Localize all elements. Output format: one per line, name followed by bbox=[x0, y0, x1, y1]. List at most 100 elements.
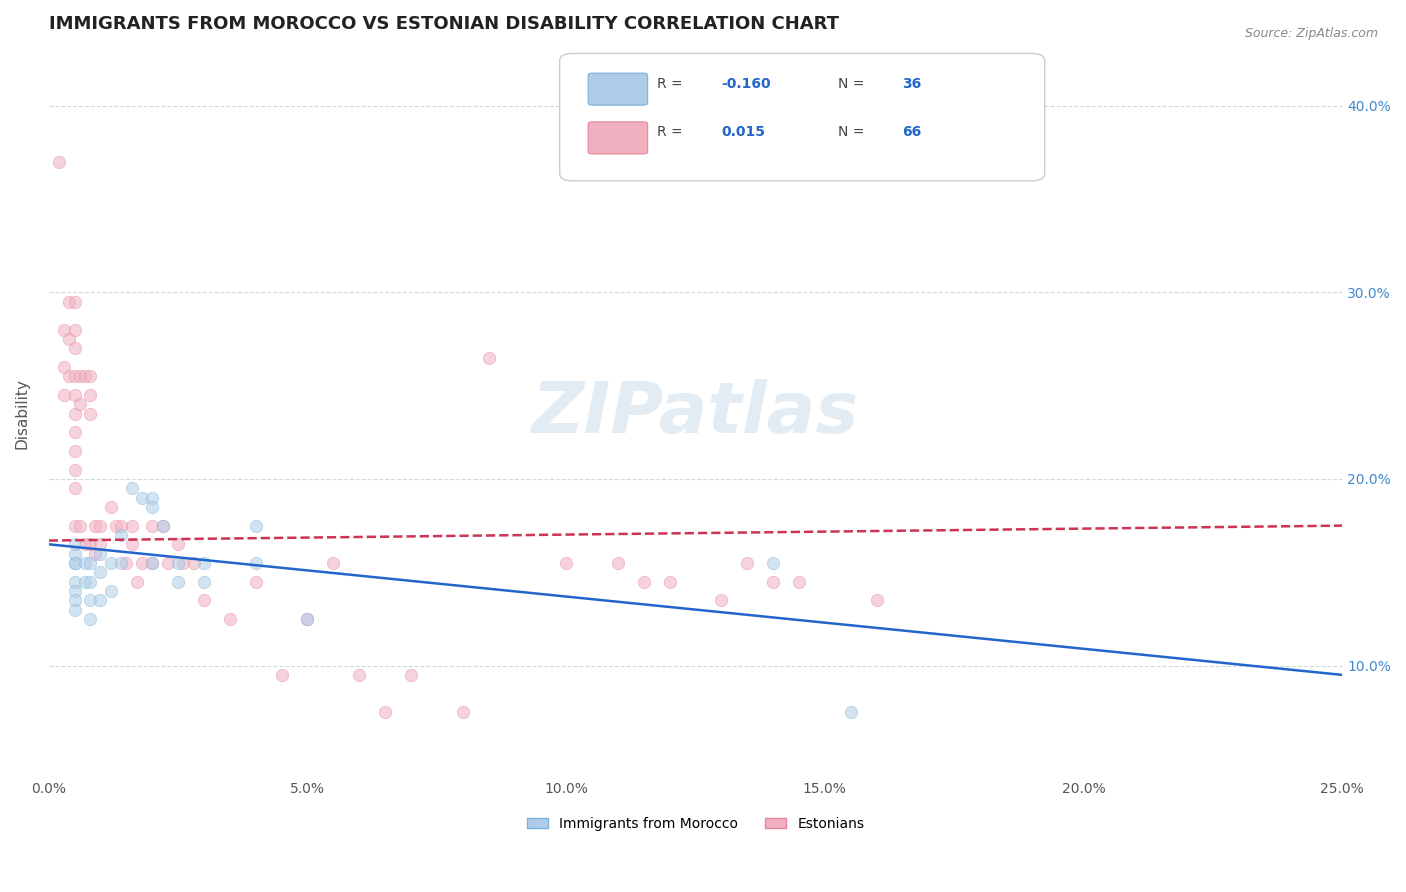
Point bbox=[69, 518, 91, 533]
Point bbox=[125, 574, 148, 589]
Point bbox=[297, 612, 319, 626]
Point bbox=[787, 574, 810, 589]
Point bbox=[79, 556, 101, 570]
Text: IMMIGRANTS FROM MOROCCO VS ESTONIAN DISABILITY CORRELATION CHART: IMMIGRANTS FROM MOROCCO VS ESTONIAN DISA… bbox=[49, 15, 839, 33]
Point bbox=[839, 705, 862, 719]
Point bbox=[245, 574, 267, 589]
Point bbox=[152, 518, 174, 533]
Point bbox=[69, 369, 91, 384]
Text: 36: 36 bbox=[903, 77, 922, 91]
Point bbox=[141, 556, 163, 570]
Point bbox=[100, 556, 122, 570]
Point bbox=[322, 556, 344, 570]
Point bbox=[141, 491, 163, 505]
Point bbox=[183, 556, 205, 570]
Point bbox=[79, 593, 101, 607]
Point bbox=[100, 583, 122, 598]
Point bbox=[658, 574, 681, 589]
Point bbox=[555, 556, 578, 570]
Point bbox=[63, 593, 86, 607]
Point bbox=[121, 537, 143, 551]
Text: Source: ZipAtlas.com: Source: ZipAtlas.com bbox=[1244, 27, 1378, 40]
Point bbox=[79, 369, 101, 384]
Point bbox=[121, 518, 143, 533]
Point bbox=[79, 537, 101, 551]
Point bbox=[110, 528, 132, 542]
Point bbox=[89, 518, 111, 533]
Point bbox=[63, 407, 86, 421]
Text: N =: N = bbox=[838, 125, 869, 139]
Point bbox=[53, 323, 76, 337]
Point bbox=[270, 668, 292, 682]
Point bbox=[48, 154, 70, 169]
Point bbox=[710, 593, 733, 607]
Point bbox=[58, 294, 80, 309]
Point bbox=[63, 602, 86, 616]
Point bbox=[89, 537, 111, 551]
Point bbox=[374, 705, 396, 719]
Point bbox=[63, 556, 86, 570]
Point bbox=[63, 369, 86, 384]
Point bbox=[63, 323, 86, 337]
Point bbox=[121, 481, 143, 495]
Point bbox=[141, 518, 163, 533]
Point bbox=[477, 351, 499, 365]
Point bbox=[100, 500, 122, 514]
Text: R =: R = bbox=[657, 125, 686, 139]
Point bbox=[167, 556, 190, 570]
Point bbox=[73, 369, 96, 384]
Point bbox=[63, 556, 86, 570]
Point bbox=[606, 556, 628, 570]
Point bbox=[63, 518, 86, 533]
Point bbox=[73, 574, 96, 589]
Point bbox=[245, 518, 267, 533]
FancyBboxPatch shape bbox=[560, 54, 1045, 181]
Point bbox=[172, 556, 194, 570]
Point bbox=[193, 574, 215, 589]
Point bbox=[865, 593, 887, 607]
Point bbox=[141, 500, 163, 514]
Point bbox=[89, 593, 111, 607]
Point bbox=[63, 537, 86, 551]
Point bbox=[79, 574, 101, 589]
Point bbox=[110, 518, 132, 533]
Point bbox=[63, 481, 86, 495]
Legend: Immigrants from Morocco, Estonians: Immigrants from Morocco, Estonians bbox=[522, 811, 870, 836]
Point bbox=[89, 566, 111, 580]
FancyBboxPatch shape bbox=[588, 122, 648, 154]
Point bbox=[63, 547, 86, 561]
Point bbox=[63, 583, 86, 598]
Point bbox=[735, 556, 758, 570]
Text: R =: R = bbox=[657, 77, 686, 91]
Point bbox=[79, 407, 101, 421]
Point bbox=[131, 556, 153, 570]
Point bbox=[84, 518, 107, 533]
Text: -0.160: -0.160 bbox=[721, 77, 770, 91]
Text: ZIPatlas: ZIPatlas bbox=[531, 379, 859, 448]
Point bbox=[156, 556, 179, 570]
Point bbox=[63, 425, 86, 440]
Point bbox=[131, 491, 153, 505]
Point bbox=[63, 574, 86, 589]
Point bbox=[218, 612, 240, 626]
Point bbox=[347, 668, 370, 682]
Point bbox=[193, 593, 215, 607]
Point bbox=[53, 359, 76, 374]
Point bbox=[63, 342, 86, 356]
Text: N =: N = bbox=[838, 77, 869, 91]
Point bbox=[63, 294, 86, 309]
Point bbox=[84, 547, 107, 561]
Point bbox=[69, 397, 91, 411]
Point bbox=[762, 574, 785, 589]
Point bbox=[63, 388, 86, 402]
Point bbox=[79, 612, 101, 626]
Point bbox=[633, 574, 655, 589]
Point bbox=[58, 332, 80, 346]
Point bbox=[110, 556, 132, 570]
Point bbox=[63, 444, 86, 458]
Text: 66: 66 bbox=[903, 125, 922, 139]
Point bbox=[451, 705, 474, 719]
Point bbox=[58, 369, 80, 384]
Point bbox=[53, 388, 76, 402]
FancyBboxPatch shape bbox=[588, 73, 648, 105]
